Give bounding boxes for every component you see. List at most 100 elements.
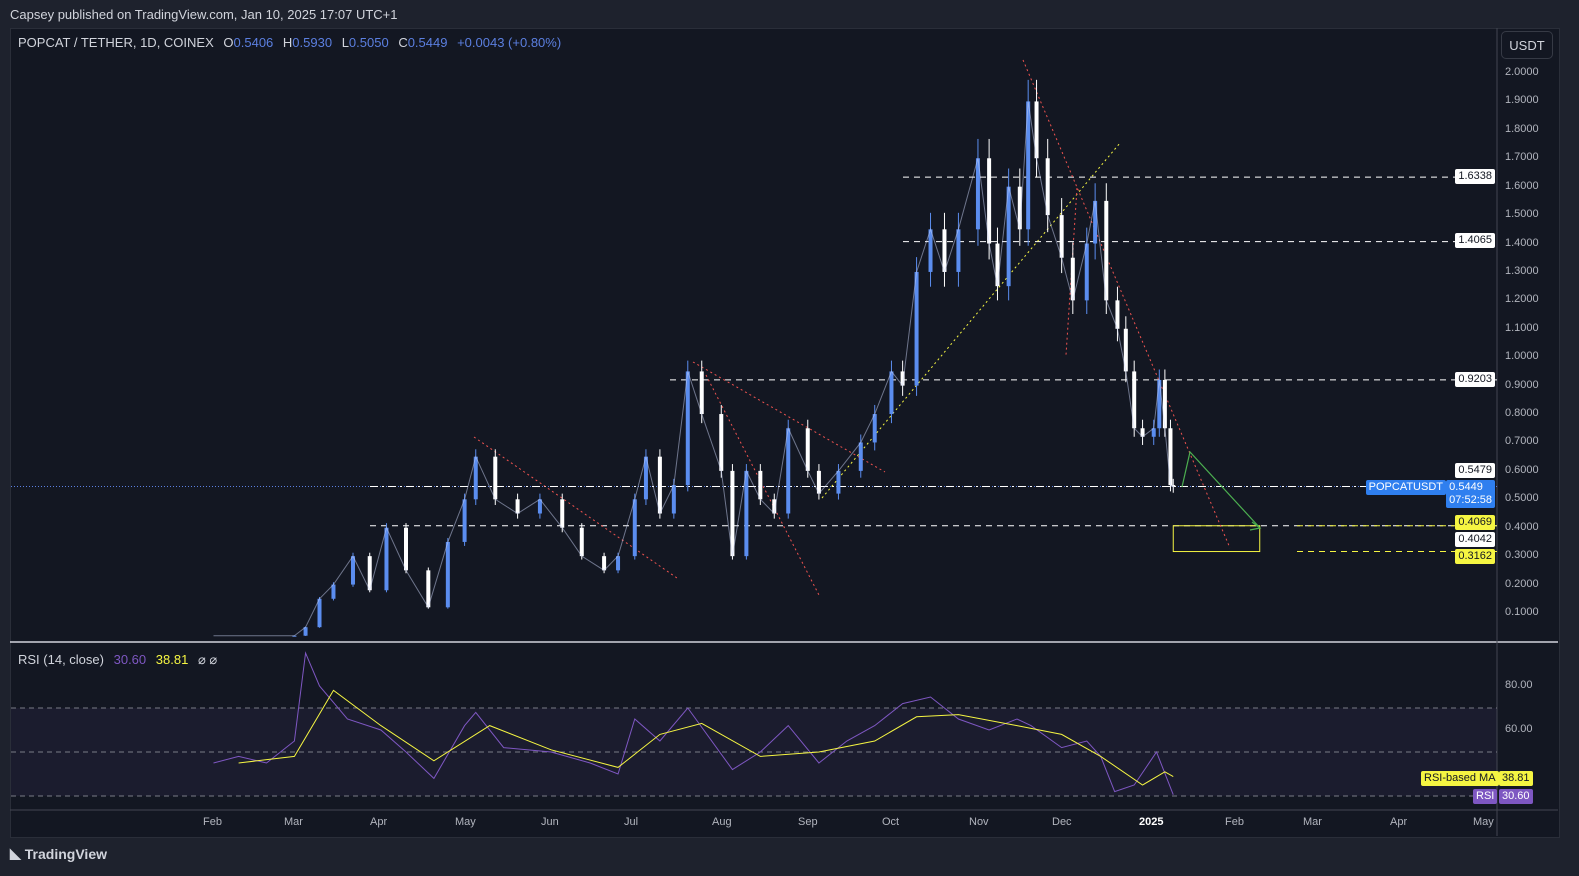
- time-tick: Dec: [1052, 816, 1072, 828]
- price-tick: 1.3000: [1505, 264, 1539, 277]
- time-tick: 2025: [1139, 816, 1164, 828]
- time-tick: Sep: [798, 816, 818, 828]
- time-tick: May: [455, 816, 476, 828]
- price-tick: 1.9000: [1505, 94, 1539, 107]
- candle: [1168, 428, 1173, 486]
- candle: [462, 499, 467, 542]
- candle: [404, 527, 408, 571]
- time-tick: Oct: [882, 816, 900, 828]
- last-price-label: 0.5449 07:52:58: [1446, 480, 1495, 508]
- trendline-drawing: [821, 142, 1121, 499]
- low-value: 0.5050: [348, 35, 389, 50]
- target-zone-box: [1172, 525, 1261, 553]
- candle: [350, 556, 355, 585]
- open-label: O: [223, 35, 234, 50]
- rsi-value: 30.60: [113, 652, 147, 667]
- price-tick: 0.1000: [1505, 605, 1539, 618]
- rsi-title[interactable]: RSI (14, close): [18, 652, 104, 667]
- price-tick: 1.2000: [1505, 293, 1539, 306]
- candle: [900, 371, 905, 386]
- time-tick: Mar: [284, 816, 303, 828]
- candle: [685, 371, 690, 486]
- time-tick: May: [1473, 816, 1494, 828]
- symbol-price-tag: POPCATUSDT: [1365, 480, 1446, 495]
- price-tick: 0.6000: [1505, 463, 1539, 476]
- symbol-title[interactable]: POPCAT / TETHER, 1D, COINEX: [18, 35, 214, 50]
- projection-arrow: [1181, 450, 1261, 529]
- candle: [928, 229, 933, 272]
- candle: [1115, 300, 1120, 329]
- price-tick: 1.7000: [1505, 151, 1539, 164]
- candle: [1123, 328, 1128, 372]
- time-tick: Mar: [1303, 816, 1322, 828]
- candle: [643, 456, 648, 500]
- candle: [367, 556, 372, 591]
- candle: [473, 456, 478, 500]
- last-price: 0.5449: [1449, 481, 1483, 493]
- price-tick: 0.5000: [1505, 492, 1539, 505]
- change-value: +0.0043 (+0.80%): [457, 35, 562, 50]
- candle: [719, 414, 724, 471]
- rsi-legend: RSI (14, close) 30.60 38.81 ⌀ ⌀: [18, 652, 217, 668]
- price-tick: 1.0000: [1505, 350, 1539, 363]
- high-label: H: [282, 35, 293, 50]
- candle: [699, 371, 704, 415]
- candle: [579, 527, 584, 557]
- candle: [331, 584, 336, 599]
- trendline-drawing: [473, 436, 678, 579]
- price-tick: 0.2000: [1505, 577, 1539, 590]
- price-path: [213, 101, 1174, 637]
- close-value: 0.5449: [407, 35, 448, 50]
- rsi-line: [213, 651, 1174, 795]
- candle: [1104, 200, 1109, 301]
- time-tick: Nov: [969, 816, 989, 828]
- tv-logo-icon: ◣: [10, 845, 21, 861]
- candle: [384, 527, 389, 591]
- tradingview-logo[interactable]: ◣ TradingView: [10, 845, 107, 862]
- candle: [914, 271, 919, 386]
- price-tick: 1.6000: [1505, 179, 1539, 192]
- candle: [786, 428, 791, 514]
- candle: [995, 243, 1000, 287]
- close-label: C: [398, 35, 408, 50]
- high-value: 0.5930: [292, 35, 333, 50]
- rsi-tick: 80.00: [1505, 679, 1533, 691]
- candle: [671, 485, 676, 514]
- symbol-legend: POPCAT / TETHER, 1D, COINEX O0.5406 H0.5…: [18, 35, 561, 50]
- candle: [816, 470, 821, 494]
- rsi-ma-value: 38.81: [155, 652, 189, 667]
- price-tick: 1.8000: [1505, 122, 1539, 135]
- candle: [1162, 379, 1167, 429]
- zone-top-label: 0.4069: [1455, 515, 1495, 530]
- open-value: 0.5406: [233, 35, 274, 50]
- rsi-ma-line: [238, 689, 1174, 786]
- price-tick: 0.8000: [1505, 407, 1539, 420]
- time-tick: Jun: [541, 816, 559, 828]
- arrowhead-icon: [1249, 521, 1262, 531]
- currency-button[interactable]: USDT: [1501, 31, 1553, 59]
- time-tick: Apr: [1390, 816, 1408, 828]
- time-tick: Apr: [370, 816, 388, 828]
- candle: [1006, 186, 1011, 287]
- chart-frame[interactable]: [10, 28, 1560, 838]
- time-tick: Jul: [624, 816, 639, 828]
- level-label-1: 1.6338: [1455, 169, 1495, 184]
- candle: [1045, 158, 1050, 216]
- candle: [836, 470, 841, 494]
- time-tick: Feb: [1225, 816, 1244, 828]
- price-tick: 1.4000: [1505, 236, 1539, 249]
- candle: [744, 470, 749, 557]
- level-label-3: 0.9203: [1455, 372, 1495, 387]
- price-tick: 0.4000: [1505, 520, 1539, 533]
- zone-bottom-label: 0.3162: [1455, 549, 1495, 564]
- candle: [1093, 200, 1098, 244]
- candle: [616, 556, 621, 571]
- candle: [1034, 101, 1039, 159]
- candle: [602, 556, 607, 571]
- candle: [758, 470, 763, 500]
- candle: [1070, 257, 1075, 301]
- high-price-label: 0.5479: [1455, 463, 1495, 478]
- time-tick: Feb: [203, 816, 222, 828]
- trendline-drawing: [705, 374, 821, 598]
